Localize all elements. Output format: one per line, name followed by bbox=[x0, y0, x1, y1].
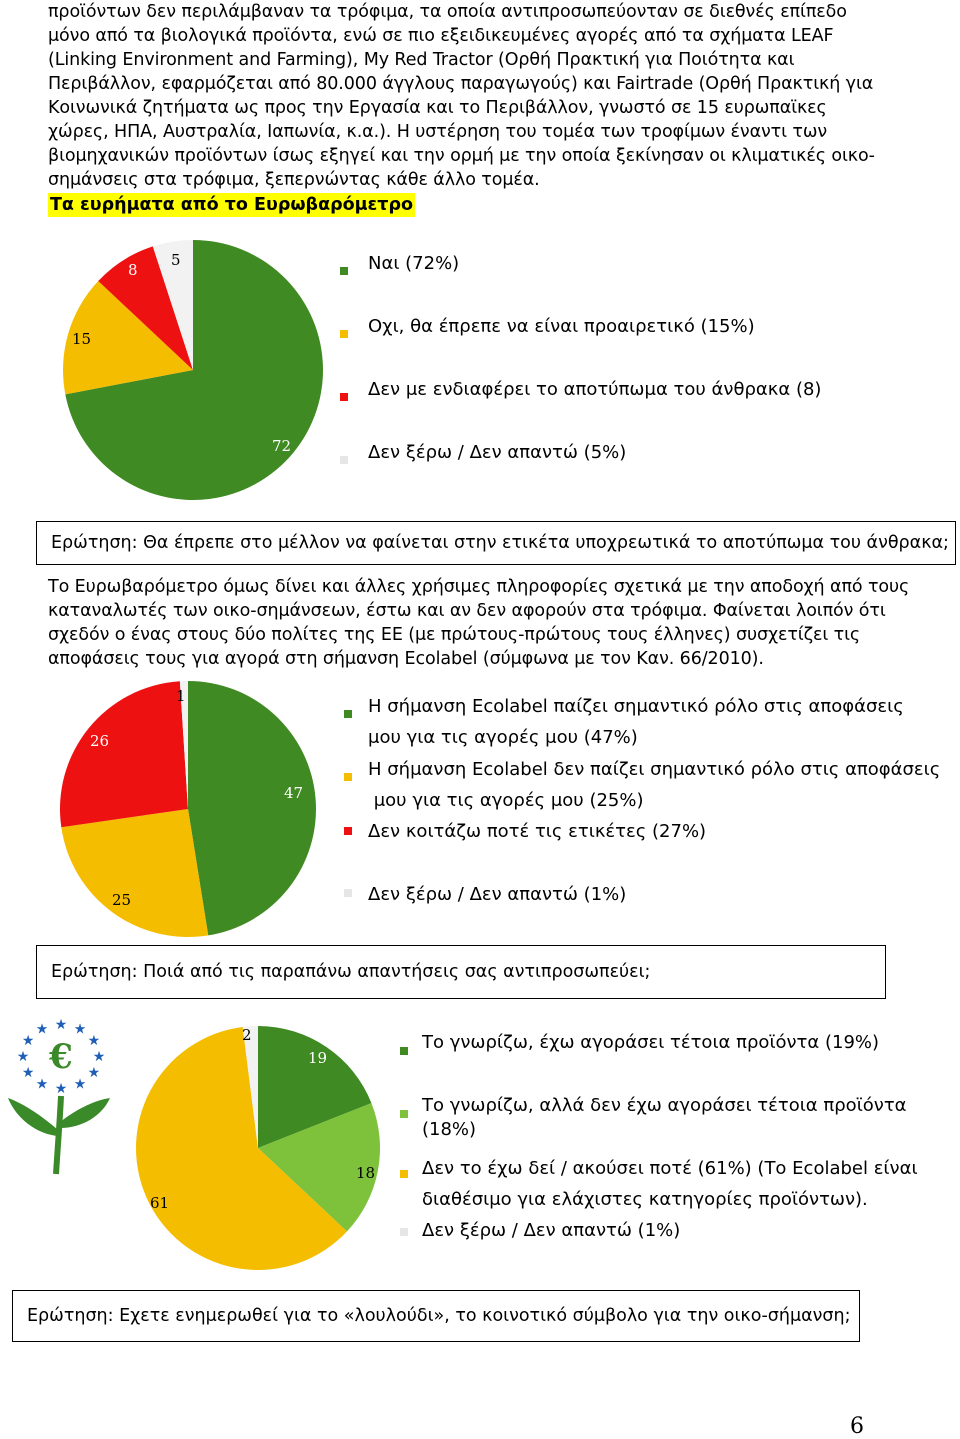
legend-item: Το γνωρίζω, έχω αγοράσει τέτοια προϊόντα… bbox=[422, 1032, 880, 1053]
pie-label-5: 5 bbox=[171, 251, 181, 269]
legend-item: Η σήμανση Ecolabel παίζει σημαντικό ρόλο… bbox=[368, 696, 904, 717]
star-icon: ★ bbox=[74, 1077, 87, 1093]
legend-swatch-white bbox=[340, 456, 348, 464]
pie-chart-2-slices bbox=[60, 681, 316, 937]
intro-line: βιομηχανικών προϊόντων ίσως εξηγεί και τ… bbox=[48, 146, 875, 166]
legend-item: Το γνωρίζω, αλλά δεν έχω αγοράσει τέτοια… bbox=[422, 1095, 907, 1140]
legend-item: Δεν με ενδιαφέρει το αποτύπωμα του άνθρα… bbox=[368, 379, 822, 400]
star-icon: ★ bbox=[22, 1065, 35, 1081]
legend-item: Δεν το έχω δεί / ακούσει ποτέ (61%) (Το … bbox=[422, 1158, 918, 1179]
pie-slice-2 bbox=[135, 1026, 347, 1270]
legend-item: Η σήμανση Ecolabel δεν παίζει σημαντικό … bbox=[368, 759, 941, 780]
section-heading: Τα ευρήματα από το Ευρωβαρόμετρο bbox=[48, 193, 415, 217]
pie-slice-2 bbox=[98, 246, 193, 370]
middle-line: καταναλωτές των οικο-σημάνσεων, έστω και… bbox=[48, 601, 886, 621]
legend-item: Δεν ξέρω / Δεν απαντώ (1%) bbox=[422, 1220, 681, 1241]
legend-item: Δεν ξέρω / Δεν απαντώ (1%) bbox=[368, 884, 627, 905]
pie-label-8: 8 bbox=[128, 261, 138, 279]
legend-item: Οχι, θα έπρεπε να είναι προαιρετικό (15%… bbox=[368, 316, 755, 337]
question-box-2: Ερώτηση: Ποιά από τις παραπάνω απαντήσει… bbox=[36, 945, 886, 999]
star-icon: ★ bbox=[93, 1049, 106, 1065]
legend-swatch-green bbox=[344, 710, 352, 718]
legend-item: μου για τις αγορές μου (25%) bbox=[368, 790, 644, 811]
middle-line: αποφάσεις τους για αγορά στη σήμανση Eco… bbox=[48, 649, 764, 669]
star-icon: ★ bbox=[22, 1033, 35, 1049]
ecolabel-stem bbox=[53, 1095, 64, 1175]
ecolabel-euro-mark: € bbox=[48, 1037, 73, 1077]
question-text: Ερώτηση: Θα έπρεπε στο μέλλον να φαίνετα… bbox=[51, 533, 949, 553]
legend-swatch-light-green bbox=[400, 1110, 408, 1118]
pie-label-1: 1 bbox=[176, 687, 186, 705]
legend-swatch-red bbox=[344, 827, 352, 835]
pie-slice-0 bbox=[188, 681, 316, 936]
legend-item: μου για τις αγορές μου (47%) bbox=[368, 727, 638, 748]
pie-chart-1: 72 15 8 5 bbox=[63, 240, 323, 500]
pie-slice-2 bbox=[60, 681, 188, 828]
legend-swatch-green bbox=[340, 267, 348, 275]
middle-line: Το Ευρωβαρόμετρο όμως δίνει και άλλες χρ… bbox=[48, 577, 910, 597]
pie-slice-3 bbox=[179, 681, 188, 809]
legend-swatch-yellow bbox=[344, 773, 352, 781]
intro-line: σημάνσεις στα τρόφιμα, ξεπερνώντας κάθε … bbox=[48, 170, 540, 190]
pie-chart-1-slices bbox=[63, 240, 323, 500]
pie-label-25: 25 bbox=[112, 891, 131, 909]
pie-chart-3-slices bbox=[135, 1026, 380, 1270]
legend-swatch-dark-green bbox=[400, 1047, 408, 1055]
middle-paragraph: Το Ευρωβαρόμετρο όμως δίνει και άλλες χρ… bbox=[48, 575, 928, 671]
intro-line: χώρες, ΗΠΑ, Αυστραλία, Ιαπωνία, κ.α.). Η… bbox=[48, 122, 828, 142]
legend-swatch-yellow bbox=[340, 330, 348, 338]
pie-slice-3 bbox=[242, 1026, 258, 1148]
ecolabel-leaf-left bbox=[8, 1098, 58, 1136]
pie-label-19: 19 bbox=[308, 1049, 327, 1067]
star-icon: ★ bbox=[55, 1081, 68, 1097]
star-icon: ★ bbox=[74, 1021, 87, 1037]
pie-label-2: 2 bbox=[242, 1026, 252, 1044]
pie-label-15: 15 bbox=[72, 330, 91, 348]
intro-line: (Linking Environment and Farming), My Re… bbox=[48, 50, 795, 70]
page-number: 6 bbox=[850, 1414, 864, 1439]
star-icon: ★ bbox=[88, 1065, 101, 1081]
legend-swatch-white bbox=[344, 889, 352, 897]
question-box-3: Ερώτηση: Εχετε ενημερωθεί για το «λουλού… bbox=[12, 1290, 860, 1342]
ecolabel-stars: ★ ★★★★★★★★★★★ bbox=[17, 1018, 106, 1097]
legend-swatch-red bbox=[340, 393, 348, 401]
star-icon: ★ bbox=[55, 1018, 68, 1033]
middle-line: σχεδόν ο ένας στους δύο πολίτες της ΕΕ (… bbox=[48, 625, 861, 645]
intro-line: μόνο από τα βιολογικά προϊόντα, ενώ σε π… bbox=[48, 26, 834, 46]
star-icon: ★ bbox=[88, 1033, 101, 1049]
star-icon: ★ bbox=[36, 1077, 49, 1093]
pie-slice-0 bbox=[65, 240, 323, 500]
pie-chart-3: 19 18 61 2 bbox=[135, 1026, 380, 1270]
eu-ecolabel-flower-icon: ★ ★★★★★★★★★★★ € bbox=[8, 1018, 110, 1175]
ecolabel-leaf-right bbox=[60, 1098, 110, 1128]
pie-slice-1 bbox=[61, 809, 209, 937]
pie-chart-2: 47 25 26 1 bbox=[60, 681, 316, 937]
legend-item: Δεν κοιτάζω ποτέ τις ετικέτες (27%) bbox=[368, 821, 707, 842]
pie-label-18: 18 bbox=[356, 1164, 375, 1182]
legend-item: Ναι (72%) bbox=[368, 253, 460, 274]
intro-paragraph: προϊόντων δεν περιλάμβαναν τα τρόφιμα, τ… bbox=[48, 0, 928, 192]
star-icon: ★ bbox=[17, 1049, 30, 1065]
question-text: Ερώτηση: Εχετε ενημερωθεί για το «λουλού… bbox=[27, 1306, 851, 1326]
pie-label-61: 61 bbox=[150, 1194, 169, 1212]
pie-label-26: 26 bbox=[90, 732, 109, 750]
pie-label-47: 47 bbox=[284, 784, 303, 802]
intro-line: προϊόντων δεν περιλάμβαναν τα τρόφιμα, τ… bbox=[48, 2, 847, 22]
intro-line: Κοινωνικά ζητήματα ως προς την Εργασία κ… bbox=[48, 98, 827, 118]
question-text: Ερώτηση: Ποιά από τις παραπάνω απαντήσει… bbox=[51, 962, 651, 982]
legend-item: Δεν ξέρω / Δεν απαντώ (5%) bbox=[368, 442, 627, 463]
legend-swatch-white bbox=[400, 1228, 408, 1236]
intro-line: Περιβάλλον, εφαρμόζεται από 80.000 άγγλο… bbox=[48, 74, 874, 94]
pie-slice-1 bbox=[258, 1103, 380, 1232]
legend-item: διαθέσιμο για ελάχιστες κατηγορίες προϊό… bbox=[422, 1189, 868, 1210]
question-box-1: Ερώτηση: Θα έπρεπε στο μέλλον να φαίνετα… bbox=[36, 521, 956, 565]
pie-slice-0 bbox=[258, 1026, 372, 1148]
star-icon: ★ bbox=[36, 1021, 49, 1037]
legend-swatch-yellow bbox=[400, 1170, 408, 1178]
pie-label-72: 72 bbox=[272, 437, 291, 455]
pie-slice-1 bbox=[63, 281, 193, 395]
pie-slice-3 bbox=[152, 240, 193, 370]
